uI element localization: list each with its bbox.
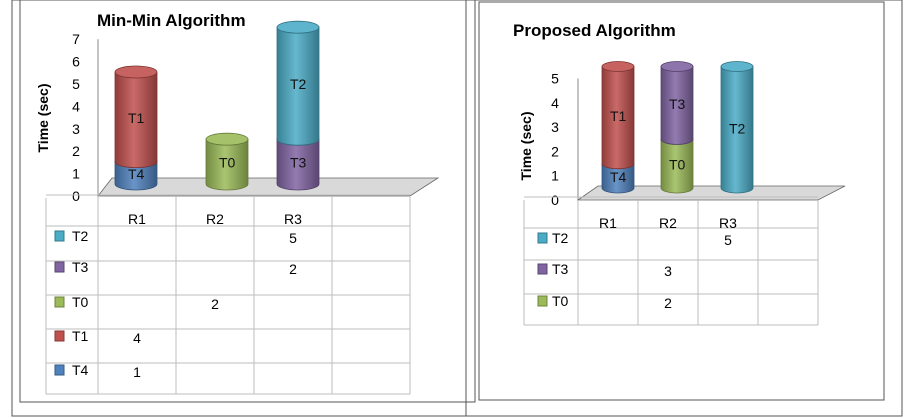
chart-title: Proposed Algorithm — [513, 21, 676, 40]
bar-segment-t1: T1 — [601, 61, 635, 170]
y-tick-label: 1 — [72, 166, 80, 182]
data-label: 4 — [133, 330, 141, 346]
y-tick-label: 2 — [551, 143, 559, 159]
x-tick-label: R3 — [284, 211, 302, 227]
legend-label: T4 — [72, 362, 89, 378]
legend-label: T2 — [552, 230, 569, 246]
data-table: R1 R2 R3 T2 5 T3 3 T0 2 — [523, 196, 819, 326]
chart-title: Min-Min Algorithm — [97, 11, 246, 30]
y-tick-label: 0 — [72, 188, 80, 204]
y-axis-label: Time (sec) — [518, 112, 534, 181]
y-tick-label: 3 — [551, 119, 559, 135]
legend-swatch-t4 — [54, 364, 65, 376]
y-tick-label: 5 — [551, 71, 559, 87]
data-label: 2 — [211, 296, 219, 312]
data-table: R1 R2 R3 T2 5 T3 2 T0 2 T1 4 T4 1 — [45, 194, 411, 395]
bar-segment-t3: T3 — [660, 61, 694, 145]
y-tick-label: 4 — [72, 98, 80, 114]
y-tick-label: 5 — [72, 76, 80, 92]
y-tick-label: 1 — [551, 168, 559, 184]
segment-label: T2 — [729, 120, 746, 136]
y-tick-label: 6 — [72, 54, 80, 70]
legend-swatch-t1 — [54, 330, 65, 342]
data-label: 2 — [664, 295, 672, 311]
segment-label: T1 — [610, 108, 627, 124]
legend-label: T2 — [72, 228, 89, 244]
legend-swatch-t2 — [54, 230, 65, 242]
x-tick-label: R2 — [659, 215, 677, 231]
chart-floor — [97, 177, 440, 197]
legend-swatch-t0 — [537, 295, 548, 307]
bar-segment-t0: T0 — [205, 132, 249, 191]
segment-label: T4 — [610, 169, 627, 185]
min-min-chart: Min-Min Algorithm Time (sec) 0 1 2 3 4 5 6 7 T4 T1 T… — [35, 11, 440, 395]
x-tick-label: R2 — [206, 211, 224, 227]
segment-label: T0 — [219, 155, 236, 171]
data-label: 2 — [289, 261, 297, 277]
bar-segment-t1: T1 — [114, 65, 158, 168]
y-axis-label: Time (sec) — [35, 84, 51, 153]
data-label: 1 — [133, 364, 141, 380]
legend-label: T3 — [552, 261, 569, 277]
outer-frame — [11, 0, 903, 417]
bar-segment-t2: T2 — [276, 20, 320, 146]
legend-swatch-t3 — [54, 261, 65, 273]
left-chart-frame — [19, 0, 476, 403]
legend-label: T0 — [72, 294, 89, 310]
legend-swatch-t2 — [537, 232, 548, 244]
legend-label: T1 — [72, 328, 89, 344]
legend-swatch-t0 — [54, 296, 65, 308]
y-tick-label: 2 — [72, 143, 80, 159]
x-tick-label: R3 — [719, 215, 737, 231]
data-label: 5 — [724, 232, 732, 248]
y-tick-label: 4 — [551, 95, 559, 111]
segment-label: T1 — [128, 110, 145, 126]
y-tick-label: 0 — [551, 192, 559, 208]
legend-label: T0 — [552, 293, 569, 309]
legend-label: T3 — [72, 259, 89, 275]
segment-label: T2 — [290, 76, 307, 92]
right-chart-frame — [478, 1, 885, 401]
bar-segment-t2: T2 — [720, 61, 754, 194]
y-tick-label: 3 — [72, 121, 80, 137]
segment-label: T3 — [290, 155, 307, 171]
data-label: 5 — [289, 230, 297, 246]
x-tick-label: R1 — [128, 211, 146, 227]
y-tick-label: 7 — [72, 31, 80, 47]
proposed-chart: Proposed Algorithm Time (sec) 0 1 2 3 4 5 T4 T1 T0… — [513, 21, 846, 326]
segment-label: T4 — [128, 166, 145, 182]
x-tick-label: R1 — [599, 215, 617, 231]
data-label: 3 — [664, 263, 672, 279]
legend-swatch-t3 — [537, 263, 548, 275]
segment-label: T0 — [669, 157, 686, 173]
segment-label: T3 — [669, 96, 686, 112]
